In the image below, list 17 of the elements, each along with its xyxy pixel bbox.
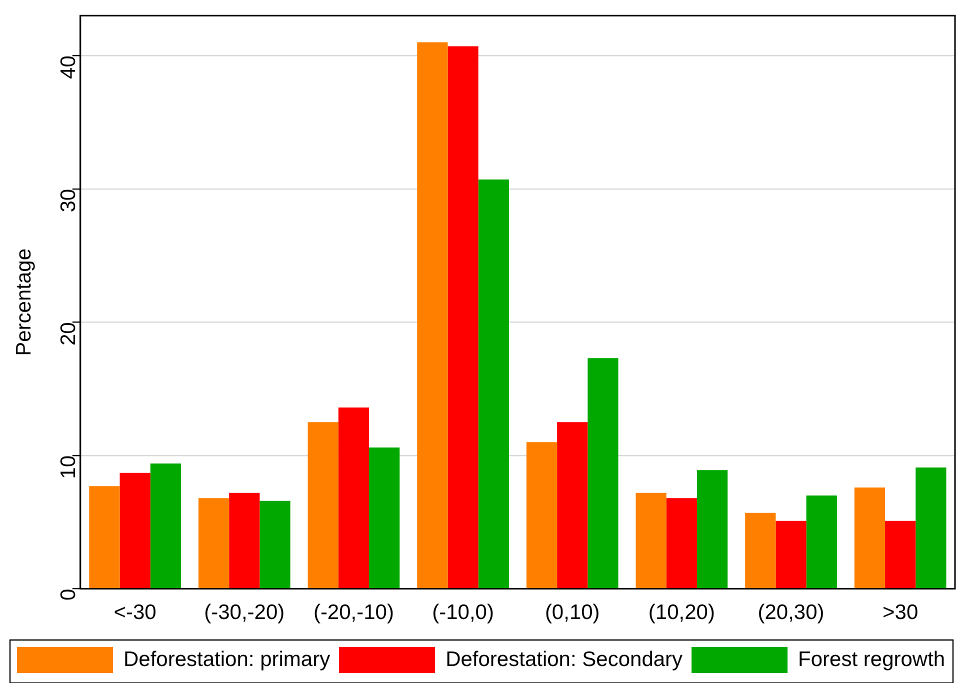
x-tick-label: (20,30) xyxy=(758,601,824,624)
y-tick-label: 30 xyxy=(57,188,80,212)
x-tick-label: <-30 xyxy=(114,601,156,624)
y-tick-label: 20 xyxy=(57,322,80,346)
legend-label: Deforestation: Secondary xyxy=(446,648,684,671)
x-tick-label: (-20,-10) xyxy=(313,601,394,624)
y-tick-label: 10 xyxy=(57,456,80,479)
y-axis-title: Percentage xyxy=(12,248,36,356)
x-tick-label: (10,20) xyxy=(648,601,715,624)
x-tick-label: (0,10) xyxy=(544,601,600,624)
x-tick-label: (-10,0) xyxy=(432,601,494,624)
x-tick-label: (-30,-20) xyxy=(204,601,285,624)
legend-label: Deforestation: primary xyxy=(124,648,331,671)
x-tick-label: >30 xyxy=(882,601,918,624)
y-tick-label: 40 xyxy=(57,56,80,79)
y-tick-label: 0 xyxy=(57,588,80,600)
legend-label: Forest regrowth xyxy=(798,648,946,671)
